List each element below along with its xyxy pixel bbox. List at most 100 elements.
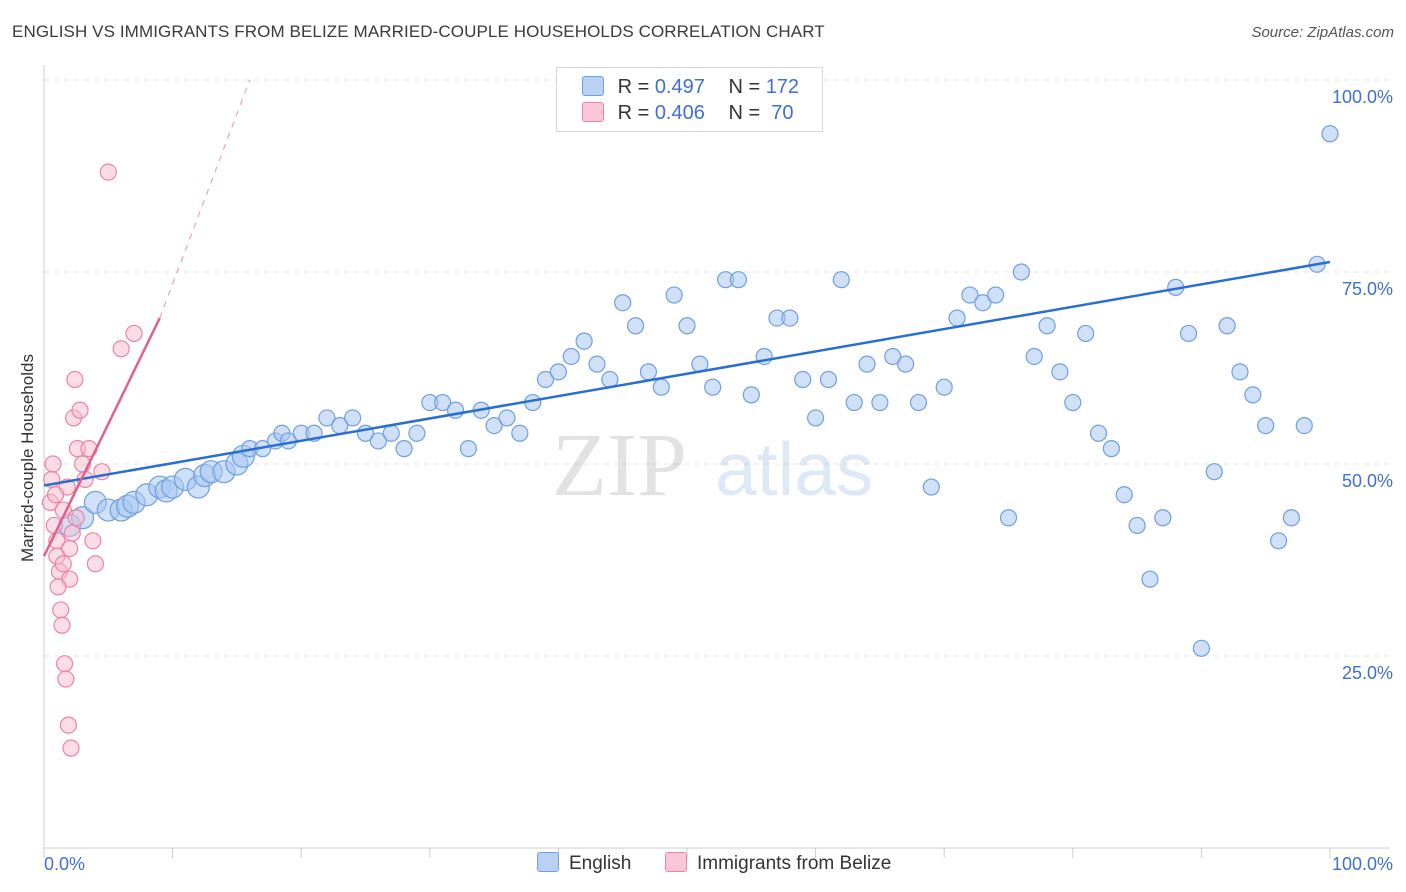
english-point-83 [1064,393,1082,412]
english-points [58,125,1339,657]
english-point-70 [897,355,915,373]
grid-lines [44,79,1390,657]
legend-swatch-english [582,76,604,96]
english-point-75 [961,286,979,304]
belize-point-16 [52,601,70,619]
english-point-58 [742,386,760,404]
english-point-73 [935,378,953,396]
y-tick-label-3: 100.0% [1332,87,1393,107]
bottom-legend-english: English [537,852,631,875]
belize-point-18 [55,655,74,673]
english-point-52 [665,286,683,304]
english-point-85 [1089,424,1108,442]
bottom-legend-belize: Immigrants from Belize [665,852,891,875]
belize-point-17 [53,616,71,634]
english-point-95 [1218,317,1236,335]
english-point-66 [845,393,863,412]
english-point-32 [408,424,426,442]
english-point-80 [1025,347,1043,366]
legend-r-value-belize: 0.406 [654,102,705,124]
english-point-45 [575,332,593,350]
watermark: ZIP atlas [552,416,873,515]
legend-row-english: R = 0.497 N = 172 [582,76,799,100]
bottom-legend-belize-label: Immigrants from Belize [697,853,892,874]
bottom-swatch-english [537,852,559,872]
english-point-81 [1038,317,1056,335]
english-point-63 [806,409,825,427]
english-point-84 [1077,324,1095,343]
english-point-38 [485,417,503,435]
english-point-79 [1012,263,1030,281]
belize-point-13 [44,455,62,473]
english-point-42 [536,370,555,389]
english-point-43 [549,363,568,381]
english-point-68 [871,393,889,412]
english-point-50 [639,363,658,381]
y-tick-label-1: 50.0% [1342,471,1393,491]
belize-point-29 [84,532,102,550]
english-point-65 [832,271,850,289]
english-point-97 [1244,386,1262,404]
belize-points [41,163,143,757]
legend-n-value-english: 172 [765,76,800,98]
y-tick-label-0: 25.0% [1342,663,1393,683]
belize-point-6 [54,555,72,573]
english-point-89 [1141,570,1159,588]
english-point-99 [1269,532,1288,550]
belize-point-34 [125,324,143,343]
english-point-27 [344,409,362,427]
english-point-36 [459,440,477,458]
legend-n-label: N = [728,76,766,98]
english-point-34 [434,393,452,412]
y-axis-title: Married-couple Households [18,354,37,562]
legend-n-label: N = [728,102,766,124]
english-point-29 [369,432,387,450]
bottom-swatch-belize [665,852,687,872]
belize-trend-line [42,317,161,557]
english-point-76 [974,294,992,312]
legend-r-value-english: 0.497 [654,76,705,98]
belize-point-23 [66,370,84,389]
legend-row-belize: R = 0.406 N = 70 [582,102,794,126]
belize-point-20 [59,716,78,734]
watermark-atlas: atlas [715,427,873,511]
belize-point-30 [86,555,105,573]
english-point-69 [884,347,902,366]
english-point-67 [858,355,876,373]
english-point-25 [318,409,336,427]
english-point-72 [922,478,940,496]
chart-title: ENGLISH VS IMMIGRANTS FROM BELIZE MARRIE… [12,22,825,41]
english-point-31 [395,440,413,458]
english-point-55 [704,378,722,396]
english-point-49 [626,317,645,335]
belize-point-15 [49,578,67,596]
source-label: Source: ZipAtlas.com [1251,24,1394,41]
english-point-44 [562,347,580,366]
legend-r-label: R = [617,76,655,98]
belize-point-11 [67,509,85,527]
english-point-57 [729,271,748,289]
bottom-legend-english-label: English [569,853,632,874]
belize-point-25 [71,401,89,419]
english-point-61 [781,309,799,327]
belize-point-9 [61,539,79,558]
english-point-96 [1231,363,1249,381]
english-point-39 [498,409,516,427]
axis-labels: 25.0% 50.0% 75.0% 100.0% 0.0% 100.0% Married-c… [18,87,1393,874]
trend-lines [42,79,1331,557]
english-point-92 [1179,324,1198,343]
english-point-30 [382,424,400,442]
belize-point-19 [57,670,75,688]
belize-trend-dashed [159,79,251,319]
english-point-90 [1154,509,1172,527]
english-point-88 [1128,516,1146,535]
belize-point-32 [99,163,117,181]
english-point-48 [614,294,632,312]
belize-point-14 [46,486,65,504]
english-trend-line [43,260,1331,487]
english-point-77 [987,286,1005,304]
english-point-87 [1115,486,1133,504]
english-point-101 [1295,417,1313,435]
english-point-53 [678,317,696,335]
